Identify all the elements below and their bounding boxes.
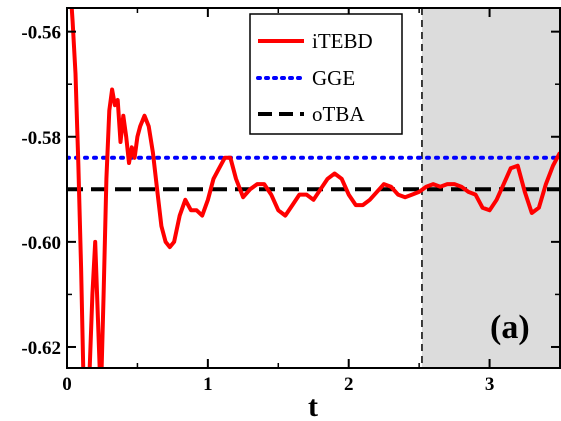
x-tick-label: 1 bbox=[203, 374, 213, 395]
x-tick-label: 2 bbox=[344, 374, 354, 395]
x-axis-title: t bbox=[308, 390, 318, 421]
y-tick-label: -0.56 bbox=[21, 23, 61, 44]
legend-box bbox=[249, 13, 403, 135]
legend-label-otba: oTBA bbox=[312, 102, 365, 126]
series-line-itebd bbox=[69, 8, 560, 368]
y-tick-label: -0.60 bbox=[21, 233, 61, 254]
legend-label-gge: GGE bbox=[312, 66, 355, 90]
y-tick-label: -0.58 bbox=[21, 128, 61, 149]
x-tick-label: 0 bbox=[62, 374, 72, 395]
panel-label: (a) bbox=[490, 309, 530, 346]
legend-label-itebd: iTEBD bbox=[312, 29, 373, 53]
plot-frame bbox=[66, 7, 561, 369]
series-layer bbox=[67, 8, 560, 368]
x-tick-label: 3 bbox=[485, 374, 495, 395]
legend: iTEBD GGE oTBA bbox=[249, 13, 403, 135]
y-tick-label: -0.62 bbox=[21, 338, 61, 359]
